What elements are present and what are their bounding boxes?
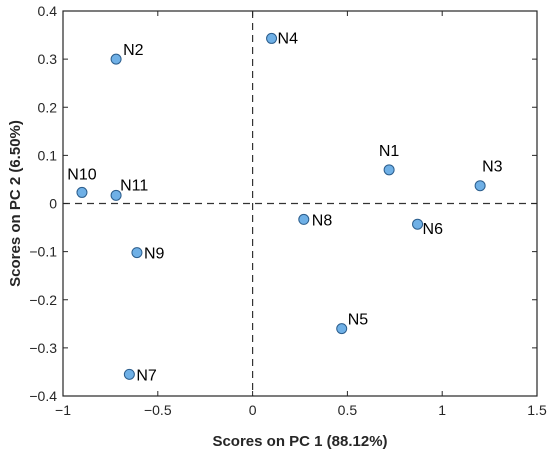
data-point-n11	[110, 189, 122, 201]
data-point-n9	[131, 247, 143, 259]
point-label-n8: N8	[312, 212, 333, 229]
point-label-n7: N7	[136, 367, 157, 384]
data-point-n4	[266, 32, 278, 44]
x-tick-label: 0.5	[338, 402, 358, 418]
point-label-n1: N1	[379, 143, 400, 160]
data-points: N1 N2 N3 N4 N5 N6 N7 N8 N9 N10 N11	[67, 30, 502, 384]
point-label-n2: N2	[123, 42, 144, 59]
y-tick-label: −0.1	[29, 244, 57, 260]
x-axis-ticks: −1 −0.5 0 0.5 1 1.5	[55, 11, 547, 418]
data-point-n5	[336, 323, 348, 335]
y-tick-label: 0.3	[38, 51, 58, 67]
y-tick-label: 0.2	[38, 99, 58, 115]
data-point-n2	[110, 53, 122, 65]
point-label-n5: N5	[348, 312, 369, 329]
data-point-n6	[412, 218, 424, 230]
y-tick-label: 0.1	[38, 147, 58, 163]
y-tick-label: 0	[49, 196, 57, 212]
y-axis-title: Scores on PC 2 (6.50%)	[7, 120, 24, 287]
x-tick-label: −1	[55, 402, 71, 418]
data-point-n7	[123, 368, 135, 380]
data-point-n10	[76, 186, 88, 198]
point-label-n10: N10	[67, 166, 96, 183]
point-label-n3: N3	[482, 159, 503, 176]
y-tick-label: −0.4	[29, 388, 57, 404]
x-tick-label: −0.5	[144, 402, 172, 418]
data-point-n3	[474, 180, 486, 192]
y-tick-label: −0.2	[29, 292, 57, 308]
data-point-n8	[298, 213, 310, 225]
y-tick-label: 0.4	[38, 3, 58, 19]
y-tick-label: −0.3	[29, 340, 57, 356]
plot-area: −1 −0.5 0 0.5 1 1.5 −0.4 −0.3 −0.2 −0.1 0 0.1 0.2 0.…	[29, 3, 547, 418]
x-tick-label: 1.5	[527, 402, 547, 418]
y-axis-ticks: −0.4 −0.3 −0.2 −0.1 0 0.1 0.2 0.3 0.4	[29, 3, 537, 404]
x-axis-title: Scores on PC 1 (88.12%)	[212, 433, 387, 450]
data-point-n1	[383, 164, 395, 176]
point-label-n4: N4	[278, 30, 299, 47]
point-label-n9: N9	[144, 246, 165, 263]
x-tick-label: 0	[249, 402, 257, 418]
x-tick-label: 1	[438, 402, 446, 418]
point-label-n6: N6	[423, 221, 444, 238]
point-label-n11: N11	[120, 177, 148, 194]
